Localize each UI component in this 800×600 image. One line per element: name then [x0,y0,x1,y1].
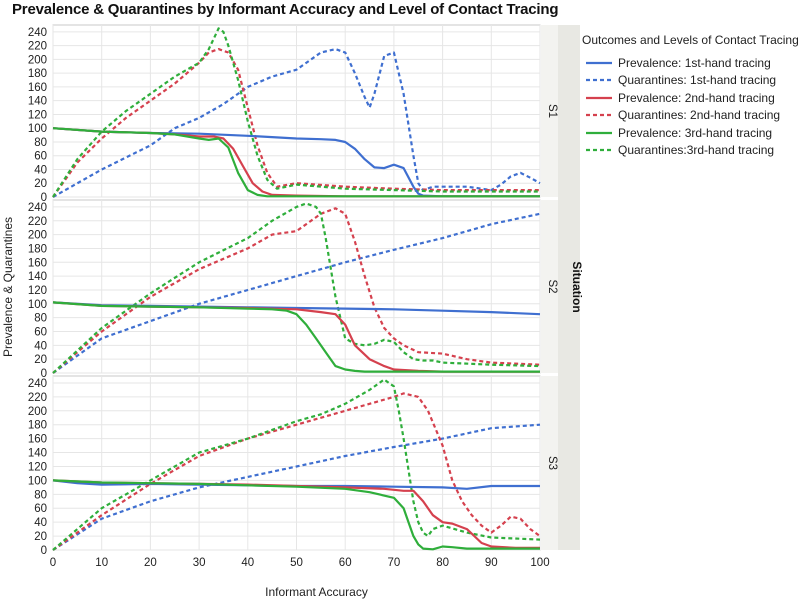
y-tick-label: 140 [28,448,47,460]
x-tick-label: 10 [95,557,108,569]
series-line [52,48,540,198]
y-tick-label: 180 [28,243,47,255]
legend-label: Prevalence: 1st-hand tracing [618,55,771,70]
legend-swatch [586,149,612,152]
legend-label: Quarantines: 1st-hand tracing [618,73,777,88]
series-line [52,423,541,551]
y-tick-label: 220 [28,216,47,228]
legend-item: Quarantines: 2nd-hand tracing [582,107,799,125]
y-tick-label: 160 [28,434,47,446]
x-tick-label: 90 [485,557,498,569]
facet-label: Situation [570,261,584,312]
panel-label: S1 [546,104,558,118]
y-tick-label: 160 [28,257,47,269]
x-tick-label: 40 [241,557,254,569]
y-tick-label: 200 [28,54,47,66]
y-tick-label: 100 [28,123,47,135]
x-tick-label: 60 [339,557,352,569]
x-tick-label: 100 [530,557,549,569]
legend-item: Prevalence: 2nd-hand tracing [582,89,799,107]
y-tick-label: 140 [28,271,47,283]
series-line [52,392,541,551]
legend-label: Quarantines: 2nd-hand tracing [618,108,781,123]
legend-swatch [586,114,612,117]
legend: Outcomes and Levels of Contact Tracing P… [582,33,799,159]
legend-item: Quarantines: 1st-hand tracing [582,72,799,90]
panel-label: S2 [546,279,558,293]
series-line [52,202,541,374]
y-tick-label: 80 [34,137,47,149]
panel-strip [541,200,558,373]
legend-swatch [586,61,612,64]
series-line [52,127,540,198]
panel-label: S3 [546,456,558,470]
x-tick-label: 30 [193,557,206,569]
y-axis-label: Prevalence & Quarantines [1,217,15,357]
x-tick-label: 70 [388,557,401,569]
panel-strip [541,25,558,197]
legend-label: Prevalence: 3rd-hand tracing [618,125,773,140]
x-tick-label: 80 [436,557,449,569]
y-tick-label: 120 [28,285,47,297]
y-tick-label: 60 [34,151,47,163]
legend-swatch [586,96,612,99]
y-tick-label: 240 [28,202,47,214]
y-tick-label: 200 [28,230,47,242]
y-tick-label: 20 [34,354,47,366]
y-tick-label: 0 [41,545,47,557]
legend-item: Quarantines:3rd-hand tracing [582,142,799,160]
y-tick-label: 100 [28,475,47,487]
x-axis-label: Informant Accuracy [265,585,368,599]
series-line [52,378,541,551]
y-tick-label: 20 [34,178,47,190]
y-tick-label: 40 [34,164,47,176]
y-tick-label: 220 [28,41,47,53]
y-tick-label: 60 [34,503,47,515]
legend-item: Prevalence: 1st-hand tracing [582,54,799,72]
x-tick-label: 20 [144,557,157,569]
y-tick-label: 60 [34,326,47,338]
legend-label: Prevalence: 2nd-hand tracing [618,90,775,105]
series-line [52,48,541,198]
y-tick-label: 80 [34,489,47,501]
legend-label: Quarantines:3rd-hand tracing [618,143,775,158]
y-tick-label: 240 [28,378,47,390]
x-tick-label: 50 [290,557,303,569]
series-line [52,207,541,374]
y-tick-label: 0 [41,192,47,204]
series-line [52,479,540,551]
legend-item: Prevalence: 3rd-hand tracing [582,124,799,142]
series-line [52,27,540,198]
y-tick-label: 140 [28,96,47,108]
y-tick-label: 180 [28,68,47,80]
panel-strip [541,376,558,550]
y-tick-label: 40 [34,340,47,352]
series-line [52,127,540,198]
y-tick-label: 80 [34,313,47,325]
y-tick-label: 20 [34,531,47,543]
series-line [52,301,540,373]
y-tick-label: 40 [34,517,47,529]
x-tick-label: 0 [50,557,56,569]
facet-strip [558,25,580,550]
y-tick-label: 200 [28,406,47,418]
y-tick-label: 220 [28,392,47,404]
y-tick-label: 120 [28,461,47,473]
legend-title: Outcomes and Levels of Contact Tracing [582,33,799,47]
y-tick-label: 0 [41,368,47,380]
y-tick-label: 120 [28,109,47,121]
chart-title: Prevalence & Quarantines by Informant Ac… [12,1,559,18]
y-tick-label: 160 [28,82,47,94]
series-line [52,212,541,374]
y-tick-label: 100 [28,299,47,311]
y-tick-label: 180 [28,420,47,432]
legend-swatch [586,131,612,134]
legend-swatch [586,79,612,82]
y-tick-label: 240 [28,27,47,39]
